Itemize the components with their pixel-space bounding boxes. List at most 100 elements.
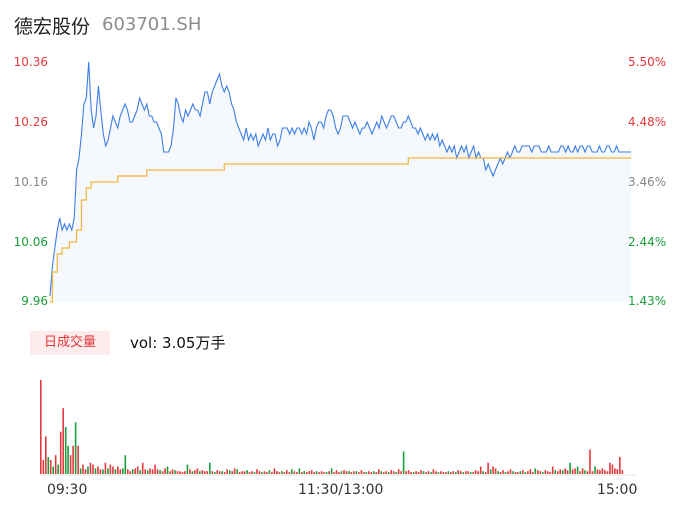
volume-bar: [253, 472, 256, 474]
volume-bar: [581, 468, 584, 474]
volume-bar: [136, 466, 139, 474]
volume-bar: [517, 472, 519, 474]
volume-bar: [241, 471, 243, 474]
volume-bar: [417, 472, 420, 474]
volume-bar: [532, 472, 534, 474]
volume-bar: [616, 469, 619, 474]
volume-bar: [42, 459, 45, 474]
volume-bar: [514, 472, 517, 474]
volume-bar: [151, 469, 154, 474]
volume-bar: [355, 471, 358, 474]
volume-bar: [340, 471, 343, 474]
price-tick-label: 10.36: [13, 55, 48, 69]
volume-bar: [310, 470, 313, 474]
volume-bar: [124, 455, 127, 474]
volume-bar: [507, 471, 509, 474]
volume-bar: [482, 471, 484, 474]
volume-bar: [191, 471, 194, 474]
volume-bar: [576, 466, 579, 474]
volume-bar: [422, 471, 425, 474]
volume-bar: [89, 462, 92, 474]
volume-bar: [472, 472, 474, 474]
volume-bar: [243, 471, 246, 474]
volume-bar: [353, 471, 355, 474]
volume-bar: [594, 466, 596, 474]
volume-bar: [248, 472, 251, 474]
volume-bar: [522, 470, 524, 474]
volume-bar: [97, 466, 99, 474]
volume-bar: [604, 470, 606, 474]
volume-bar: [298, 468, 301, 474]
volume-bar: [343, 470, 345, 474]
volume-bar: [397, 469, 400, 474]
volume-bar: [445, 472, 447, 474]
volume-bar: [325, 472, 328, 474]
volume-bar: [283, 472, 286, 474]
volume-bar: [392, 471, 395, 474]
volume-bar: [400, 471, 402, 474]
volume-bar: [246, 470, 248, 474]
volume-bar: [348, 471, 350, 474]
volume-bar: [69, 455, 72, 474]
volume-bar: [479, 466, 482, 474]
volume-bar: [395, 472, 397, 474]
volume-bar: [278, 472, 281, 474]
volume-bar: [179, 471, 181, 474]
volume-bar: [211, 471, 214, 474]
volume-bar: [609, 462, 611, 474]
volume-bar: [263, 471, 266, 474]
volume-bar: [286, 470, 288, 474]
volume-bar: [492, 466, 494, 474]
volume-bar: [320, 471, 323, 474]
volume-bar: [509, 469, 512, 474]
price-area-fill: [50, 62, 631, 302]
volume-tag[interactable]: 日成交量: [30, 331, 110, 355]
volume-bar: [368, 471, 370, 474]
price-tick-label: 10.16: [13, 175, 48, 189]
volume-bar: [226, 469, 228, 474]
volume-bar: [484, 472, 487, 474]
volume-bar: [79, 468, 82, 474]
volume-bar: [218, 471, 221, 474]
volume-bar: [315, 471, 318, 474]
volume-bar: [82, 464, 84, 474]
average-price-line: [50, 157, 631, 303]
volume-bar: [432, 469, 435, 474]
volume-bar: [281, 471, 283, 474]
volume-bar: [621, 470, 624, 474]
volume-bar: [216, 470, 218, 474]
volume-bar: [430, 472, 432, 474]
volume-bar: [387, 472, 390, 474]
volume-bar: [144, 469, 146, 474]
volume-bar: [291, 469, 293, 474]
volume-bar: [561, 470, 564, 474]
volume-bar: [107, 468, 109, 474]
volume-bar: [45, 436, 47, 474]
price-tick-label: 10.26: [13, 115, 48, 129]
volume-bar: [109, 464, 112, 474]
volume-bar: [363, 472, 365, 474]
volume-bar: [117, 466, 119, 474]
volume-bar: [599, 470, 601, 474]
volume-bar: [345, 471, 348, 474]
volume-bar: [589, 449, 591, 474]
volume-bar: [146, 470, 149, 474]
time-label-midday: 11:30/13:00: [298, 482, 384, 498]
time-label-close: 15:00: [597, 482, 638, 498]
volume-bar: [166, 466, 169, 474]
percent-tick-label: 5.50%: [628, 55, 667, 69]
volume-bar: [524, 472, 527, 474]
volume-bar: [258, 471, 261, 474]
volume-bar: [171, 469, 174, 474]
volume-bar: [176, 471, 179, 474]
volume-bar: [305, 472, 308, 474]
volume-bar: [410, 472, 412, 474]
volume-bar: [440, 471, 442, 474]
volume-bar: [238, 472, 241, 474]
volume-bar: [370, 472, 373, 474]
volume-bar: [49, 459, 52, 474]
volume-bar: [360, 470, 363, 474]
volume-bar: [114, 469, 117, 474]
volume-bar: [104, 462, 107, 474]
